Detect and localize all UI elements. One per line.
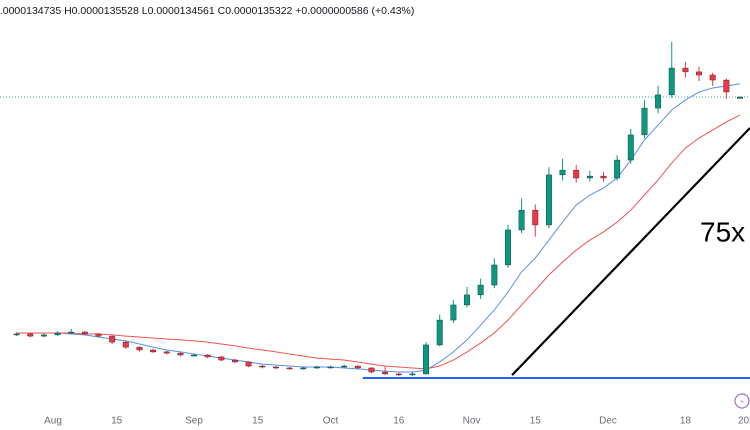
candle-body [614, 159, 621, 179]
candle-body [218, 356, 225, 361]
candle-body [13, 333, 20, 336]
candle-body [723, 79, 730, 93]
candle-body [709, 74, 716, 81]
candle-body [313, 366, 320, 369]
candle-body [327, 366, 334, 369]
logo [734, 393, 750, 409]
candle-body [668, 67, 675, 96]
candle-body [177, 352, 184, 356]
logo-mark: ⌁ [740, 398, 744, 405]
candle-body [300, 367, 307, 370]
candle-body [436, 319, 443, 346]
candle-body [341, 365, 348, 368]
x-tick-label: Nov [463, 416, 481, 427]
annotation: 75x [700, 216, 745, 247]
x-tick-label: 2024 [738, 416, 750, 427]
x-tick-label: Sep [185, 416, 203, 427]
x-tick-label: 18 [680, 416, 692, 427]
candle-body [136, 346, 143, 351]
candle-body [368, 367, 375, 373]
candle-body [627, 134, 634, 161]
candle-body [682, 67, 689, 73]
candle-body [245, 361, 252, 367]
candle-body [586, 175, 593, 179]
x-tick-label: 16 [393, 416, 405, 427]
ohlc-legend: 0.0000134735 H0.0000135528 L0.0000134561… [0, 5, 414, 17]
x-tick-label: Aug [44, 416, 62, 427]
candle-body [545, 174, 552, 226]
moving-average-line [16, 114, 741, 370]
x-tick-label: 15 [252, 416, 264, 427]
x-tick-label: Oct [323, 416, 339, 427]
candle-body [354, 365, 361, 369]
candle-body [423, 344, 430, 375]
x-tick-label: Dec [599, 416, 617, 427]
candle-body [81, 331, 88, 335]
candle-body [191, 354, 197, 357]
candle-body [518, 209, 525, 231]
candle-body [737, 96, 743, 99]
plot-area: 75x [0, 41, 750, 403]
x-tick-label: 15 [530, 416, 542, 427]
candle-body [395, 373, 402, 376]
candle-body [464, 294, 470, 306]
candle-body [27, 333, 34, 337]
trend-line [511, 127, 750, 376]
candle-body [450, 304, 457, 321]
candle-body [409, 373, 416, 376]
candle-body [150, 349, 157, 353]
candle-body [655, 94, 662, 109]
candle-body [54, 332, 61, 336]
candle-body [163, 351, 170, 354]
candle-body [232, 359, 238, 363]
candle-body [40, 334, 47, 337]
candle-body [259, 365, 266, 368]
candle-body [477, 284, 484, 296]
x-tick-label: 15 [111, 416, 123, 427]
candle-body [109, 335, 116, 343]
candle-body [286, 367, 293, 370]
candle-body [491, 264, 498, 286]
candle-body [122, 341, 129, 348]
candle-body [272, 366, 279, 369]
candle-body [95, 333, 102, 337]
candle-body [641, 107, 648, 136]
candle-body [204, 354, 211, 358]
candle-body [505, 229, 511, 266]
candle-body [382, 371, 389, 375]
candle-body [68, 331, 75, 334]
candle-body [600, 175, 607, 179]
candle-body [696, 71, 702, 76]
candle-body [532, 209, 539, 226]
candle-body [559, 169, 566, 176]
candle-body [573, 169, 580, 179]
